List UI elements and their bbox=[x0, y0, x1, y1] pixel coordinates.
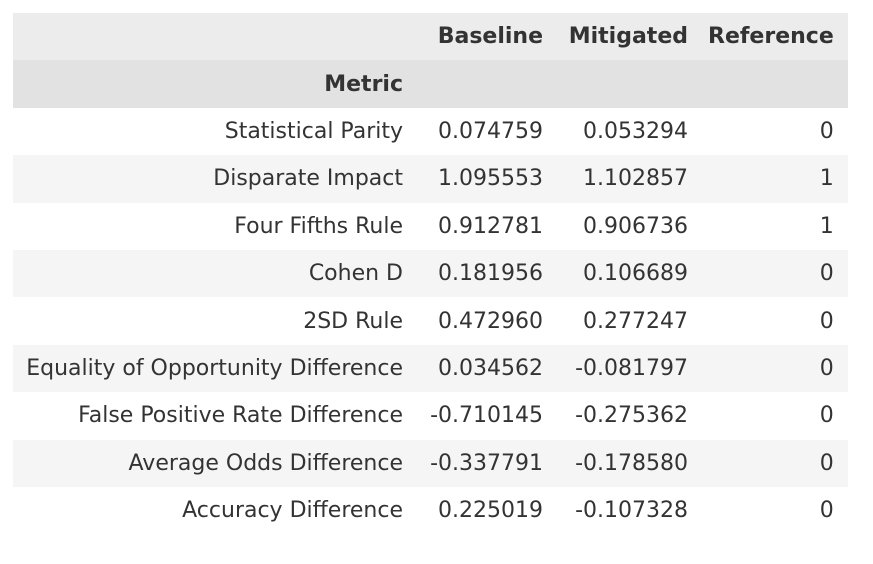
baseline-value-cell: 0.912781 bbox=[438, 213, 543, 239]
mitigated-value-cell: -0.275362 bbox=[575, 403, 688, 429]
column-header-reference: Reference bbox=[698, 13, 848, 61]
mitigated-value-cell: 0.106689 bbox=[583, 261, 688, 287]
row-metric-label: 2SD Rule bbox=[303, 308, 403, 334]
mitigated-value-cell: 1.102857 bbox=[583, 166, 688, 192]
table-row: Statistical Parity 0.074759 0.053294 0 bbox=[13, 107, 848, 156]
mitigated-value-cell: 0.906736 bbox=[583, 213, 688, 239]
mitigated-value-cell: 0.277247 bbox=[583, 308, 688, 334]
reference-value-cell: 1 bbox=[819, 166, 834, 192]
table-header: Baseline Mitigated Reference Metric bbox=[13, 13, 848, 108]
blank-header-cell bbox=[13, 13, 413, 61]
reference-value-cell: 0 bbox=[819, 403, 834, 429]
row-metric-label: Disparate Impact bbox=[213, 166, 403, 192]
mitigated-value-cell: 0.053294 bbox=[583, 118, 688, 144]
baseline-value-cell: 0.472960 bbox=[438, 308, 543, 334]
mitigated-value-cell: -0.107328 bbox=[575, 498, 688, 524]
reference-value-cell: 0 bbox=[819, 355, 834, 381]
table-body: Statistical Parity 0.074759 0.053294 0 Dispa… bbox=[13, 107, 848, 535]
row-metric-label: Statistical Parity bbox=[224, 118, 403, 144]
table-row: Accuracy Difference 0.225019 -0.107328 0 bbox=[13, 486, 848, 535]
table-row: False Positive Rate Difference -0.710145 -… bbox=[13, 392, 848, 440]
row-metric-label: Equality of Opportunity Difference bbox=[26, 355, 403, 381]
empty-header-cell bbox=[698, 60, 848, 108]
index-name-row: Metric bbox=[13, 60, 848, 108]
table-row: Average Odds Difference -0.337791 -0.17858… bbox=[13, 439, 848, 487]
index-name-header: Metric bbox=[13, 60, 413, 108]
row-metric-label: Accuracy Difference bbox=[182, 498, 403, 524]
row-metric-label: False Positive Rate Difference bbox=[78, 403, 403, 429]
baseline-value-cell: 0.074759 bbox=[438, 118, 543, 144]
reference-value-cell: 0 bbox=[819, 118, 834, 144]
baseline-value-cell: 0.181956 bbox=[438, 261, 543, 287]
mitigated-value-cell: -0.081797 bbox=[575, 355, 688, 381]
row-metric-label: Average Odds Difference bbox=[128, 450, 403, 476]
row-metric-label: Four Fifths Rule bbox=[234, 213, 403, 239]
reference-value-cell: 1 bbox=[819, 213, 834, 239]
table-row: Four Fifths Rule 0.912781 0.906736 1 bbox=[13, 202, 848, 250]
empty-header-cell bbox=[553, 60, 698, 108]
baseline-value-cell: -0.337791 bbox=[430, 450, 543, 476]
reference-value-cell: 0 bbox=[819, 308, 834, 334]
baseline-value-cell: -0.710145 bbox=[430, 403, 543, 429]
mitigated-value-cell: -0.178580 bbox=[575, 450, 688, 476]
reference-value-cell: 0 bbox=[819, 261, 834, 287]
table-row: Cohen D 0.181956 0.106689 0 bbox=[13, 249, 848, 298]
row-metric-label: Cohen D bbox=[308, 261, 403, 287]
table-row: Equality of Opportunity Difference 0.0345… bbox=[13, 344, 848, 393]
column-header-mitigated: Mitigated bbox=[553, 13, 698, 61]
column-header-baseline: Baseline bbox=[413, 13, 553, 61]
baseline-value-cell: 0.225019 bbox=[438, 498, 543, 524]
metrics-table: Baseline Mitigated Reference Metric Stat… bbox=[13, 13, 848, 535]
table-row: 2SD Rule 0.472960 0.277247 0 bbox=[13, 297, 848, 345]
table-row: Disparate Impact 1.095553 1.102857 1 bbox=[13, 155, 848, 203]
reference-value-cell: 0 bbox=[819, 450, 834, 476]
column-header-row: Baseline Mitigated Reference bbox=[13, 13, 848, 61]
baseline-value-cell: 1.095553 bbox=[438, 166, 543, 192]
baseline-value-cell: 0.034562 bbox=[438, 355, 543, 381]
reference-value-cell: 0 bbox=[819, 498, 834, 524]
empty-header-cell bbox=[413, 60, 553, 108]
